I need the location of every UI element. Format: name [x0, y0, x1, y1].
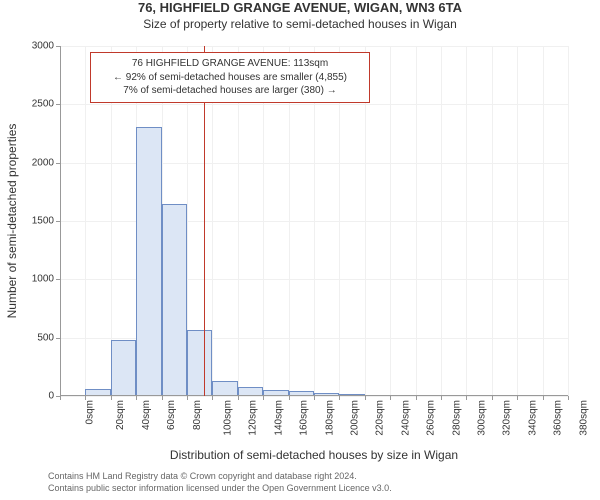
histogram-bar [162, 204, 187, 397]
x-tick-label: 360sqm [553, 400, 564, 436]
property-size-chart: 76, HIGHFIELD GRANGE AVENUE, WIGAN, WN3 … [0, 0, 600, 500]
x-tick [390, 396, 391, 400]
annotation-line: 7% of semi-detached houses are larger (3… [101, 84, 359, 98]
annotation-line: ← 92% of semi-detached houses are smalle… [101, 71, 359, 85]
gridline-v [492, 46, 493, 396]
y-tick-label: 2000 [32, 157, 54, 168]
x-axis-label: Distribution of semi-detached houses by … [170, 448, 458, 462]
x-tick [441, 396, 442, 400]
x-tick [517, 396, 518, 400]
chart-subtitle: Size of property relative to semi-detach… [0, 17, 600, 31]
x-tick-label: 140sqm [273, 400, 284, 436]
x-tick-label: 80sqm [192, 400, 203, 430]
x-tick [162, 396, 163, 400]
y-tick-label: 3000 [32, 41, 54, 52]
x-tick [85, 396, 86, 400]
y-tick-label: 1500 [32, 216, 54, 227]
x-tick-label: 100sqm [223, 400, 234, 436]
x-tick [136, 396, 137, 400]
footer-line2: Contains public sector information licen… [48, 482, 392, 494]
gridline-v [390, 46, 391, 396]
x-tick [466, 396, 467, 400]
gridline-v [517, 46, 518, 396]
histogram-bar [187, 330, 212, 397]
x-tick-label: 40sqm [141, 400, 152, 430]
y-tick-label: 1000 [32, 274, 54, 285]
x-tick [339, 396, 340, 400]
x-tick-label: 240sqm [400, 400, 411, 436]
x-tick-label: 160sqm [299, 400, 310, 436]
x-tick [212, 396, 213, 400]
y-axis-line [60, 46, 61, 396]
x-tick-label: 380sqm [578, 400, 589, 436]
x-tick-label: 120sqm [248, 400, 259, 436]
x-tick-label: 320sqm [502, 400, 513, 436]
x-tick-label: 220sqm [375, 400, 386, 436]
x-tick [314, 396, 315, 400]
x-tick [263, 396, 264, 400]
x-tick [543, 396, 544, 400]
y-axis-label: Number of semi-detached properties [5, 124, 19, 319]
x-tick-label: 60sqm [166, 400, 177, 430]
annotation-box: 76 HIGHFIELD GRANGE AVENUE: 113sqm← 92% … [90, 52, 370, 103]
gridline-v [568, 46, 569, 396]
x-tick [111, 396, 112, 400]
annotation-line: 76 HIGHFIELD GRANGE AVENUE: 113sqm [101, 57, 359, 71]
x-tick-label: 280sqm [451, 400, 462, 436]
y-tick-label: 2500 [32, 99, 54, 110]
x-tick [568, 396, 569, 400]
x-tick [60, 396, 61, 400]
x-tick [187, 396, 188, 400]
plot-area: 0500100015002000250030000sqm20sqm40sqm60… [60, 46, 568, 396]
x-tick-label: 300sqm [477, 400, 488, 436]
y-tick-label: 500 [37, 332, 54, 343]
x-tick [365, 396, 366, 400]
x-tick [289, 396, 290, 400]
gridline-v [416, 46, 417, 396]
gridline-v [85, 46, 86, 396]
x-tick [238, 396, 239, 400]
x-tick-label: 260sqm [426, 400, 437, 436]
gridline-v [466, 46, 467, 396]
x-tick-label: 200sqm [350, 400, 361, 436]
x-tick-label: 180sqm [324, 400, 335, 436]
histogram-bar [136, 127, 161, 397]
x-tick-label: 20sqm [115, 400, 126, 430]
histogram-bar [111, 340, 136, 396]
chart-footer: Contains HM Land Registry data © Crown c… [48, 470, 392, 494]
x-tick-label: 0sqm [84, 400, 95, 424]
gridline-v [543, 46, 544, 396]
x-tick [492, 396, 493, 400]
histogram-bar [212, 381, 237, 396]
chart-title: 76, HIGHFIELD GRANGE AVENUE, WIGAN, WN3 … [0, 0, 600, 15]
y-tick-label: 0 [48, 391, 54, 402]
gridline-v [441, 46, 442, 396]
x-tick-label: 340sqm [527, 400, 538, 436]
x-tick [416, 396, 417, 400]
footer-line1: Contains HM Land Registry data © Crown c… [48, 470, 392, 482]
x-axis-line [60, 395, 568, 396]
